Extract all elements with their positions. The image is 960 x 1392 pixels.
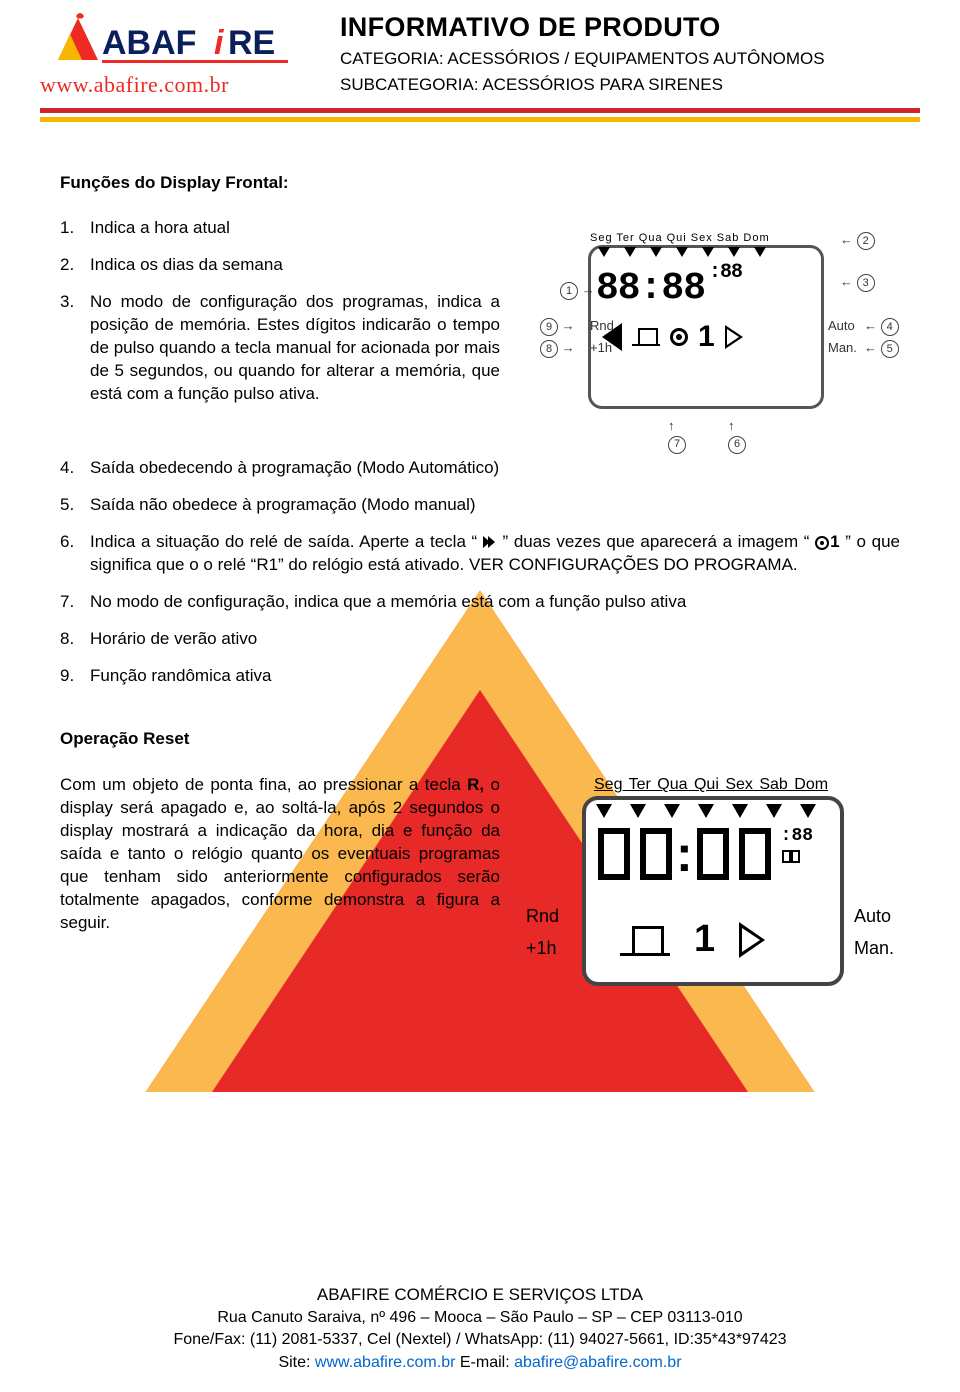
inline-one: 1 — [830, 532, 839, 551]
reset-bold: R, — [467, 775, 484, 794]
fig2-colon: : — [676, 824, 693, 884]
logo-block: ABAF i RE www.abafire.com.br — [40, 8, 320, 98]
fig1-days: Seg Ter Qua Qui Sex Sab Dom — [590, 231, 770, 246]
list-item: Indica os dias da semana — [60, 254, 500, 277]
fig1-man: Man. — [828, 339, 857, 357]
fig2-auto: Auto — [854, 904, 891, 928]
list-item: Horário de verão ativo — [60, 628, 900, 651]
section1-row: Indica a hora atual Indica os dias da se… — [60, 217, 900, 457]
fig2-one: 1 — [694, 914, 715, 965]
callout-6: ↑6 — [728, 417, 746, 454]
li6-a: Indica a situação do relé de saída. Aper… — [90, 532, 477, 551]
callout-9: 9 → — [540, 317, 575, 336]
list-item: Indica a hora atual — [60, 217, 500, 240]
doc-subcategory: SUBCATEGORIA: ACESSÓRIOS PARA SIRENES — [340, 75, 920, 95]
bar-red — [40, 108, 920, 113]
list-item: Saída obedecendo à programação (Modo Aut… — [60, 457, 900, 480]
header-row: ABAF i RE www.abafire.com.br INFORMATIVO… — [40, 8, 920, 98]
fig2-time: : :88 — [594, 824, 813, 885]
list-item: Saída não obedece à programação (Modo ma… — [60, 494, 900, 517]
fig2-1h: +1h — [526, 936, 557, 960]
display-figure-1: Seg Ter Qua Qui Sex Sab Dom 88:88 :88 1 — [520, 217, 900, 457]
reset-paragraph: Com um objeto de ponta fina, ao pression… — [60, 774, 500, 935]
reset-b: o display será apagado e, ao soltá-la, a… — [60, 775, 500, 932]
fig1-time-sec: :88 — [709, 265, 742, 281]
fig2-digit — [636, 824, 676, 884]
header-bars — [40, 108, 920, 122]
doc-category: CATEGORIA: ACESSÓRIOS / EQUIPAMENTOS AUT… — [340, 49, 920, 69]
section2-text-col: Com um objeto de ponta fina, ao pression… — [60, 774, 500, 935]
target-small-icon — [815, 536, 829, 550]
list-item: Função randômica ativa — [60, 665, 900, 688]
section2-figure-col: Seg Ter Qua Qui Sex Sab Dom : :88 — [520, 774, 900, 1004]
right-arrow-outline-icon — [725, 325, 743, 349]
fig2-lower-row: 1 — [620, 914, 765, 965]
section2-row: Com um objeto de ponta fina, ao pression… — [60, 774, 900, 1004]
abafire-logo-icon: ABAF i RE — [40, 10, 320, 70]
target-icon — [670, 328, 688, 346]
footer-site-link[interactable]: www.abafire.com.br — [315, 1354, 456, 1371]
content: Funções do Display Frontal: Indica a hor… — [0, 122, 960, 1004]
callout-7: ↑7 — [668, 417, 686, 454]
fig2-rnd: Rnd — [526, 904, 559, 928]
svg-text:i: i — [214, 24, 225, 62]
fig1-daymarkers — [598, 247, 766, 257]
functions-list-bottom: Saída obedecendo à programação (Modo Aut… — [60, 457, 900, 688]
fig1-1h: +1h — [590, 339, 612, 357]
footer-company: ABAFIRE COMÉRCIO E SERVIÇOS LTDA — [0, 1283, 960, 1307]
footer-email-link[interactable]: abafire@abafire.com.br — [514, 1354, 681, 1371]
callout-5: ← 5 — [864, 339, 899, 358]
footer-email-label: E-mail: — [455, 1354, 514, 1371]
callout-1: 1 → — [560, 281, 595, 300]
doc-title: INFORMATIVO DE PRODUTO — [340, 12, 920, 43]
fig1-rnd: Rnd — [590, 317, 614, 335]
list-item-6: Indica a situação do relé de saída. Aper… — [60, 531, 900, 577]
fig1-time: 88:88 :88 — [596, 263, 742, 314]
fig1-one: 1 — [698, 317, 715, 358]
forward-icon — [483, 536, 497, 548]
li6-b: ” duas vezes que aparecerá a imagem “ — [503, 532, 810, 551]
pulse-icon — [620, 924, 670, 956]
list-item: No modo de configuração, indica que a me… — [60, 591, 900, 614]
callout-2: ← 2 — [840, 231, 875, 250]
footer-address: Rua Canuto Saraiva, nº 496 – Mooca – São… — [0, 1307, 960, 1329]
svg-text:ABAF: ABAF — [102, 24, 196, 62]
fig2-digit — [693, 824, 733, 884]
fig2-sec-label: :88 — [781, 824, 813, 848]
section1-title: Funções do Display Frontal: — [60, 172, 900, 195]
callout-3: ← 3 — [840, 273, 875, 292]
section2-title: Operação Reset — [60, 728, 900, 751]
functions-list-top: Indica a hora atual Indica os dias da se… — [60, 217, 500, 406]
fig2-man: Man. — [854, 936, 894, 960]
logo-url: www.abafire.com.br — [40, 72, 320, 98]
fig2-digit — [594, 824, 634, 884]
fig2-daymarkers — [596, 804, 816, 818]
fig1-time-main: 88:88 — [596, 263, 705, 314]
callout-8: 8 → — [540, 339, 575, 358]
reset-a: Com um objeto de ponta fina, ao pression… — [60, 775, 467, 794]
list-item: No modo de configuração dos programas, i… — [60, 291, 500, 406]
section1-figure-col: Seg Ter Qua Qui Sex Sab Dom 88:88 :88 1 — [520, 217, 900, 457]
footer-links: Site: www.abafire.com.br E-mail: abafire… — [0, 1352, 960, 1374]
footer: ABAFIRE COMÉRCIO E SERVIÇOS LTDA Rua Can… — [0, 1283, 960, 1374]
svg-text:RE: RE — [228, 24, 275, 62]
fig1-lower-row: 1 — [602, 317, 743, 358]
fig1-sec-top: :88 — [709, 265, 742, 281]
fig2-days: Seg Ter Qua Qui Sex Sab Dom — [594, 774, 828, 796]
right-arrow-outline-icon — [739, 922, 765, 958]
fig2-sec-block: :88 — [781, 824, 813, 885]
callout-4: ← 4 — [864, 317, 899, 336]
fig1-auto: Auto — [828, 317, 855, 335]
fig2-digit — [735, 824, 775, 884]
header: ABAF i RE www.abafire.com.br INFORMATIVO… — [0, 0, 960, 122]
footer-phones: Fone/Fax: (11) 2081-5337, Cel (Nextel) /… — [0, 1329, 960, 1351]
title-block: INFORMATIVO DE PRODUTO CATEGORIA: ACESSÓ… — [340, 8, 920, 95]
pulse-icon — [632, 328, 660, 346]
footer-site-label: Site: — [278, 1354, 314, 1371]
section1-list-col: Indica a hora atual Indica os dias da se… — [60, 217, 500, 420]
fig2-sec-digits — [781, 849, 813, 886]
display-figure-2: Seg Ter Qua Qui Sex Sab Dom : :88 — [520, 774, 900, 1004]
